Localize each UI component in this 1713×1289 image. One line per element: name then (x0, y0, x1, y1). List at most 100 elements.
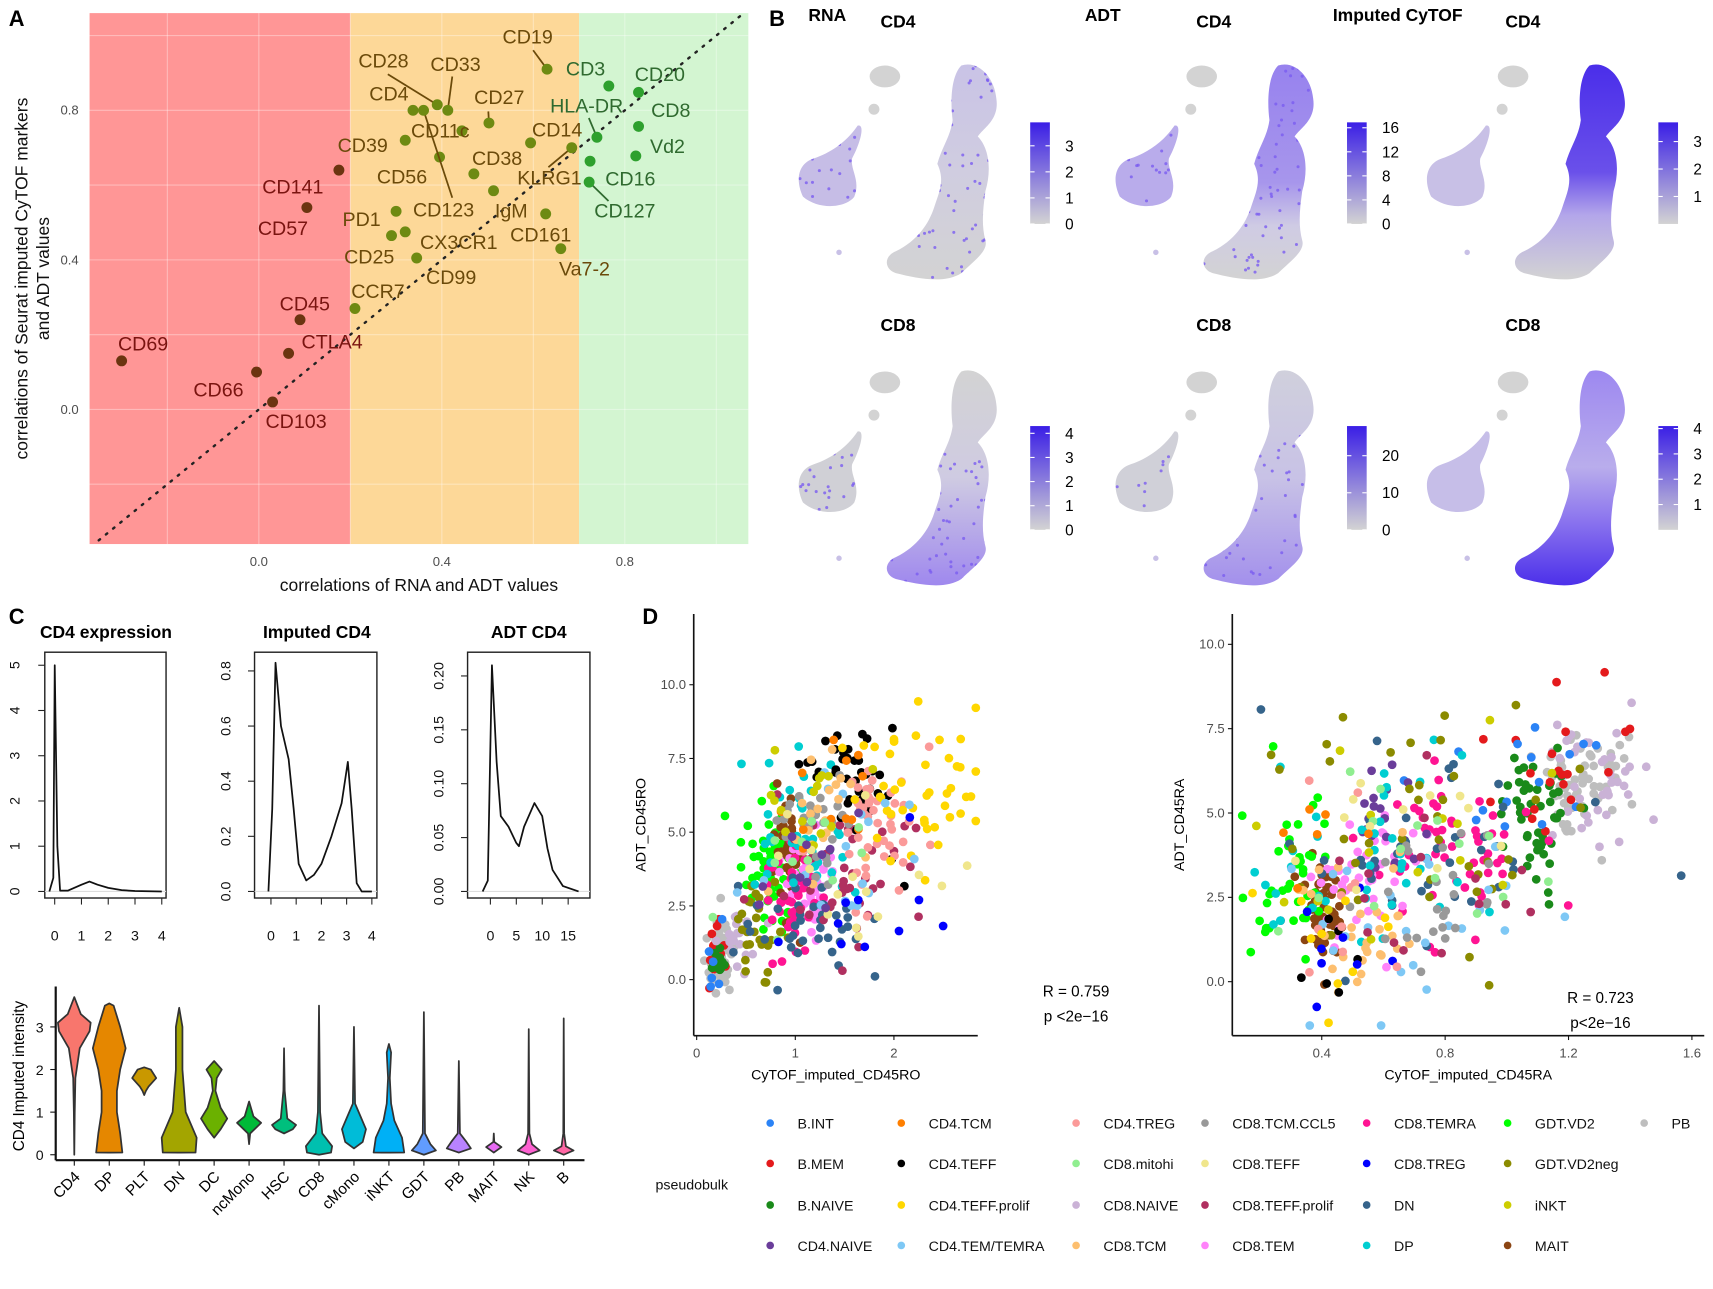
cell-point (1501, 899, 1511, 909)
label-leader-line (422, 110, 454, 199)
cell-dot (838, 134, 842, 138)
cell-dot (853, 189, 857, 193)
cell-point (1396, 844, 1406, 854)
cell-point (886, 856, 895, 866)
cell-dot (1255, 120, 1259, 125)
cell-dot (1241, 184, 1245, 188)
region-band (350, 13, 580, 545)
cell-dot (838, 172, 842, 176)
marker-point (488, 185, 499, 197)
x-tick-label: 1.6 (1683, 1046, 1701, 1061)
cell-point (839, 863, 849, 873)
cell-point (1430, 873, 1440, 883)
cell-point (1595, 842, 1604, 852)
y-tick-label: 10.0 (661, 677, 686, 692)
cell-point (817, 771, 827, 780)
cell-point (1380, 934, 1390, 944)
cell-dot (984, 72, 988, 76)
cell-point (720, 811, 730, 821)
cell-point (797, 816, 807, 826)
cell-point (787, 897, 797, 907)
cell-dot (1125, 526, 1129, 530)
cell-point (743, 919, 753, 929)
cell-dot (986, 79, 990, 83)
cell-point (1328, 964, 1337, 974)
cell-dot (949, 565, 953, 569)
cell-point (888, 723, 897, 733)
cell-point (788, 931, 798, 940)
cell-dot (799, 485, 803, 489)
cell-point (841, 841, 851, 851)
cell-dot (917, 504, 921, 508)
cell-point (886, 809, 896, 819)
cell-point (760, 935, 770, 944)
cell-point (962, 861, 972, 871)
cell-dot (1184, 171, 1188, 175)
cell-dot (918, 80, 922, 84)
cell-dot (1298, 434, 1302, 438)
cell-dot (1224, 176, 1228, 180)
cell-dot (1270, 194, 1274, 199)
cell-point (922, 824, 932, 834)
legend-swatch (1503, 1201, 1512, 1209)
cell-point (1298, 865, 1308, 874)
cell-dot (1230, 447, 1234, 451)
cell-point (894, 926, 904, 936)
colorbar-label: 16 (1382, 120, 1399, 137)
cell-dot (1181, 179, 1185, 183)
cell-point (1237, 811, 1247, 821)
cell-dot (1122, 120, 1126, 124)
cell-dot (1162, 209, 1166, 213)
cell-dot (948, 88, 952, 92)
cell-point (764, 820, 774, 829)
correlation-p: p<2e−16 (1570, 1015, 1630, 1032)
cell-point (1539, 849, 1549, 859)
feature-title: CD4 (881, 11, 916, 31)
cell-point (1366, 934, 1376, 944)
cell-dot (1308, 131, 1312, 135)
umap-cluster (1514, 370, 1625, 586)
cell-point (861, 871, 871, 881)
cell-dot (828, 466, 833, 470)
cell-point (848, 872, 858, 882)
cell-point (1498, 802, 1508, 812)
cell-dot (1306, 449, 1310, 454)
cell-dot (959, 265, 964, 269)
cell-dot (1254, 112, 1258, 116)
legend-label: CD8.mitohi (1103, 1157, 1173, 1173)
cell-dot (1311, 196, 1314, 200)
legend-item: CD4.TEFF (897, 1157, 997, 1173)
cell-point (739, 894, 749, 904)
cell-point (1530, 805, 1539, 814)
cell-point (708, 957, 718, 967)
y-axis-title: ADT_CD45RA (1172, 778, 1188, 871)
cell-point (1380, 857, 1390, 867)
legend-swatch (1201, 1159, 1209, 1168)
cell-dot (876, 163, 880, 167)
umap-cluster (1203, 64, 1314, 280)
cell-point (1261, 880, 1270, 890)
cell-dot (808, 540, 812, 544)
cell-point (725, 985, 734, 995)
cell-dot (890, 558, 894, 562)
cell-dot (857, 215, 861, 219)
cell-point (853, 750, 863, 760)
cell-point (838, 966, 847, 976)
cell-point (879, 836, 889, 846)
cell-dot (956, 498, 960, 502)
marker-point (591, 131, 603, 143)
cell-dot (949, 504, 953, 508)
violin (160, 1006, 198, 1154)
cell-point (853, 833, 863, 842)
cell-point (1460, 883, 1470, 892)
cell-dot (1277, 124, 1281, 128)
cell-point (1457, 750, 1467, 760)
cell-point (1519, 763, 1529, 772)
cell-point (1322, 979, 1332, 988)
cell-point (813, 804, 823, 814)
cell-point (1619, 754, 1629, 763)
colorbar-label: 12 (1382, 144, 1399, 161)
cell-point (1439, 911, 1448, 921)
cell-point (1376, 784, 1385, 794)
x-tick-label: 0.4 (433, 554, 451, 569)
